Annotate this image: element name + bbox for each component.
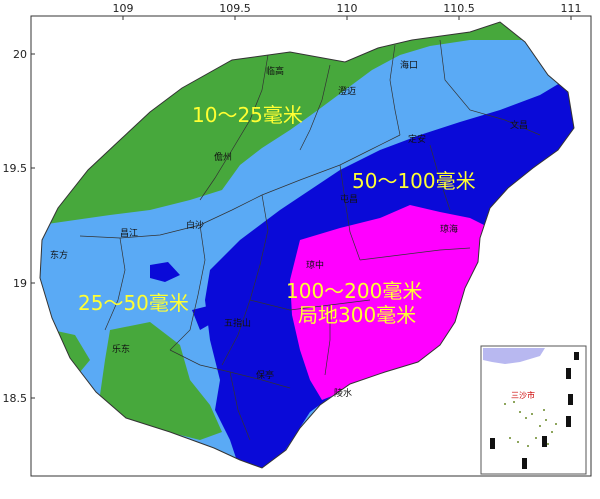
band-labels: 10～25毫米 25～50毫米 50～100毫米 100～200毫米 局地300… bbox=[78, 103, 476, 327]
lon-tick-marks bbox=[31, 16, 572, 399]
city-dongfang: 东方 bbox=[50, 249, 68, 261]
inset-city-sansha: 三沙市 bbox=[511, 390, 535, 400]
lon-tick-109-5: 109.5 bbox=[219, 2, 251, 15]
lon-tick-110: 110 bbox=[337, 2, 358, 15]
lat-tick-18-5: 18.5 bbox=[3, 392, 28, 405]
county-boundaries bbox=[79, 39, 541, 441]
label-100-200: 100～200毫米 bbox=[286, 279, 422, 303]
city-qiongzhong: 琼中 bbox=[306, 259, 324, 271]
label-local-300: 局地300毫米 bbox=[298, 303, 416, 327]
city-danzhou: 儋州 bbox=[214, 151, 232, 163]
label-50-100: 50～100毫米 bbox=[352, 169, 476, 193]
city-baisha: 白沙 bbox=[186, 219, 204, 231]
lat-tick-19-5: 19.5 bbox=[3, 162, 28, 175]
city-wenchang: 文昌 bbox=[510, 119, 528, 131]
city-chengmai: 澄迈 bbox=[338, 85, 356, 97]
city-haikou: 海口 bbox=[400, 59, 418, 71]
label-25-50: 25～50毫米 bbox=[78, 291, 189, 315]
lon-tick-labels: 109 109.5 110 110.5 111 bbox=[113, 2, 582, 15]
lat-tick-20: 20 bbox=[13, 48, 27, 61]
city-lingao: 临高 bbox=[266, 65, 284, 77]
band-100-200-area bbox=[290, 205, 490, 400]
city-qionghai: 琼海 bbox=[440, 223, 458, 235]
city-tunchang: 屯昌 bbox=[340, 193, 358, 205]
lat-tick-labels: 20 19.5 19 18.5 bbox=[3, 48, 28, 405]
inset-landmass bbox=[483, 348, 545, 364]
city-changjiang: 昌江 bbox=[120, 228, 138, 239]
city-ledong: 乐东 bbox=[112, 343, 130, 355]
city-baoting: 保亭 bbox=[256, 369, 274, 381]
city-labels: 海口 临高 澄迈 儋州 定安 文昌 屯昌 白沙 昌江 琼海 东方 琼中 五指山 … bbox=[50, 59, 528, 399]
label-10-25: 10～25毫米 bbox=[192, 103, 303, 127]
band-50-100-patch bbox=[150, 262, 180, 282]
city-lingshui: 陵水 bbox=[334, 387, 352, 399]
inset-islands bbox=[504, 401, 557, 447]
city-wuzhishan: 五指山 bbox=[224, 317, 251, 329]
band-50-100-patch-2 bbox=[192, 306, 214, 330]
band-10-25-southwest bbox=[100, 322, 222, 440]
inset-frame bbox=[480, 345, 587, 475]
inset-map: 三沙市 bbox=[480, 345, 587, 475]
lon-tick-111: 111 bbox=[561, 2, 582, 15]
lon-tick-110-5: 110.5 bbox=[443, 2, 475, 15]
lat-tick-19: 19 bbox=[13, 277, 27, 290]
inset-dashed-boundary bbox=[490, 352, 579, 469]
lon-tick-109: 109 bbox=[113, 2, 134, 15]
city-dingan: 定安 bbox=[408, 133, 426, 145]
coastline bbox=[39, 21, 575, 469]
